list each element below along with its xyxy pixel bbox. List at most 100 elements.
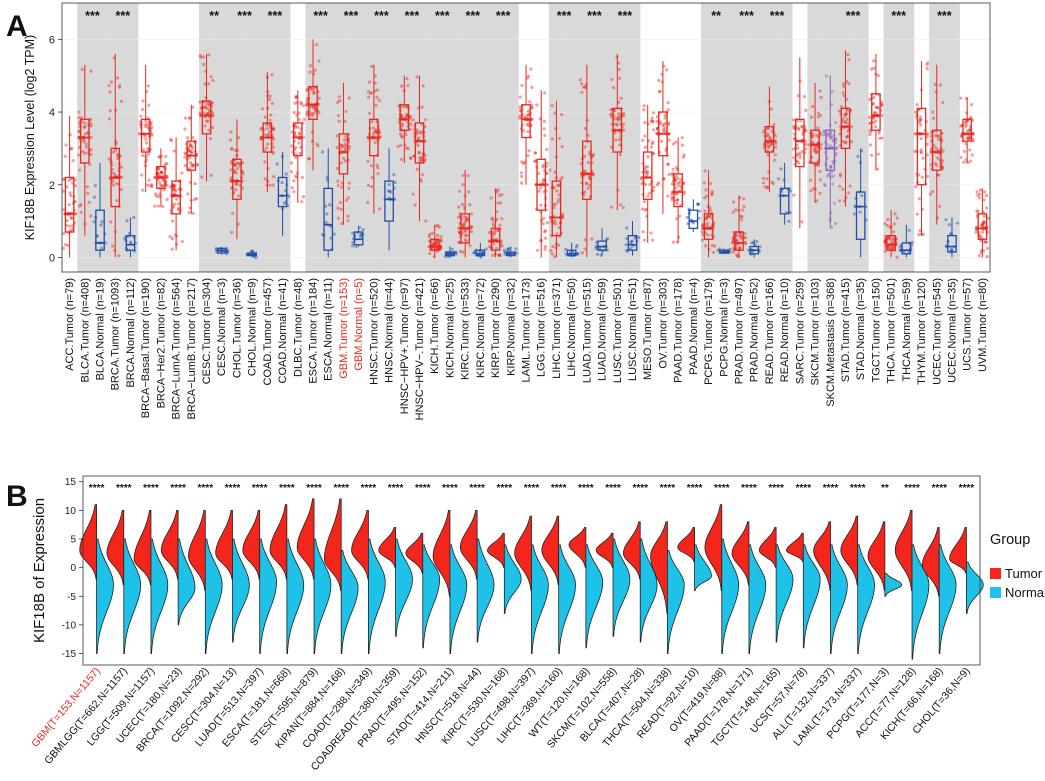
box xyxy=(140,118,151,153)
x-tick-label: PAAD.Tumor (n=178) xyxy=(673,278,685,383)
data-point xyxy=(296,125,300,129)
shade-band xyxy=(944,3,960,272)
significance-label: **** xyxy=(442,483,458,494)
x-tick-label: SKCM.Metastasis (n=368) xyxy=(825,278,837,407)
data-point xyxy=(188,155,192,160)
x-tick-label: READ.Tumor (n=166) xyxy=(764,278,776,384)
data-point xyxy=(536,171,541,176)
data-point xyxy=(187,211,191,215)
data-point xyxy=(650,238,655,242)
data-point xyxy=(228,138,233,142)
data-point xyxy=(750,241,754,245)
x-tick-label: LGG.Tumor (n=516) xyxy=(536,278,548,377)
violin-tumor-half xyxy=(867,521,886,591)
data-point xyxy=(478,250,482,254)
data-point xyxy=(869,130,873,134)
data-point xyxy=(856,154,860,159)
data-point xyxy=(490,218,494,222)
data-point xyxy=(351,231,355,235)
data-point xyxy=(834,121,838,125)
data-point xyxy=(468,203,472,207)
data-point xyxy=(188,166,192,171)
data-point xyxy=(650,116,654,120)
data-point xyxy=(676,167,680,172)
data-point xyxy=(415,75,419,79)
data-point xyxy=(169,138,174,143)
data-point xyxy=(800,149,804,154)
data-point xyxy=(895,255,899,259)
data-point xyxy=(191,211,195,216)
data-point xyxy=(691,221,695,225)
data-point xyxy=(707,214,711,218)
x-tick-label: TGCT.Tumor (n=150) xyxy=(870,278,882,382)
data-point xyxy=(230,147,234,151)
data-point xyxy=(495,190,499,194)
data-point xyxy=(966,137,971,141)
data-point xyxy=(804,142,808,146)
data-point xyxy=(543,91,547,95)
data-point xyxy=(889,241,894,245)
significance-label: ** xyxy=(881,483,889,494)
panel-a-frame xyxy=(61,2,991,273)
x-tick-label: STAD.Tumor (n=415) xyxy=(840,278,852,382)
data-point xyxy=(84,142,88,146)
data-point xyxy=(312,90,316,95)
data-point xyxy=(271,151,275,155)
data-point xyxy=(235,167,240,171)
data-point xyxy=(188,143,193,148)
data-point xyxy=(370,64,374,68)
data-point xyxy=(883,240,887,244)
data-point xyxy=(670,172,674,176)
data-point xyxy=(664,129,668,133)
data-point xyxy=(869,67,874,71)
x-tick-label: THCA.Tumor (n=501) xyxy=(886,278,898,384)
data-point xyxy=(975,190,979,194)
box xyxy=(414,122,425,164)
data-point xyxy=(229,176,233,180)
data-point xyxy=(667,138,671,142)
data-point xyxy=(525,123,529,127)
data-point xyxy=(621,205,625,210)
significance-label: **** xyxy=(170,483,186,494)
data-point xyxy=(887,237,891,241)
data-point xyxy=(290,186,294,190)
data-point xyxy=(774,141,778,145)
data-point xyxy=(652,111,656,115)
data-point xyxy=(646,194,650,198)
significance-label: **** xyxy=(578,483,594,494)
data-point xyxy=(583,145,587,149)
data-point xyxy=(543,244,548,249)
data-point xyxy=(408,115,413,119)
x-tick-label: HNSC.Tumor (n=520) xyxy=(368,278,380,385)
y-tick-label: 2 xyxy=(49,180,55,192)
data-point xyxy=(528,100,532,104)
data-point xyxy=(933,161,937,165)
significance-label: *** xyxy=(739,9,754,23)
x-tick-label: COAD.Normal (n=41) xyxy=(277,278,289,383)
data-point xyxy=(188,160,193,164)
box xyxy=(551,180,562,237)
data-point xyxy=(237,194,241,198)
data-point xyxy=(190,164,194,168)
data-point xyxy=(271,145,275,150)
data-point xyxy=(387,183,391,187)
data-point xyxy=(938,83,942,87)
data-point xyxy=(761,130,765,134)
data-point xyxy=(661,128,666,132)
data-point xyxy=(84,145,88,149)
data-point xyxy=(815,162,820,167)
box xyxy=(688,209,699,230)
data-point xyxy=(618,143,622,147)
data-point xyxy=(184,116,188,120)
data-point xyxy=(498,253,502,257)
shade-band xyxy=(746,3,763,272)
legend-tumor-label: Tumor xyxy=(1005,566,1043,581)
data-point xyxy=(299,101,303,105)
data-point xyxy=(85,185,89,189)
data-point xyxy=(469,225,474,229)
data-point xyxy=(815,149,819,153)
data-point xyxy=(366,90,370,94)
panel-b-violin: **** **** **** **** **** **** **** **** **** ****… xyxy=(29,475,1045,773)
data-point xyxy=(941,100,945,105)
data-point xyxy=(877,131,881,135)
